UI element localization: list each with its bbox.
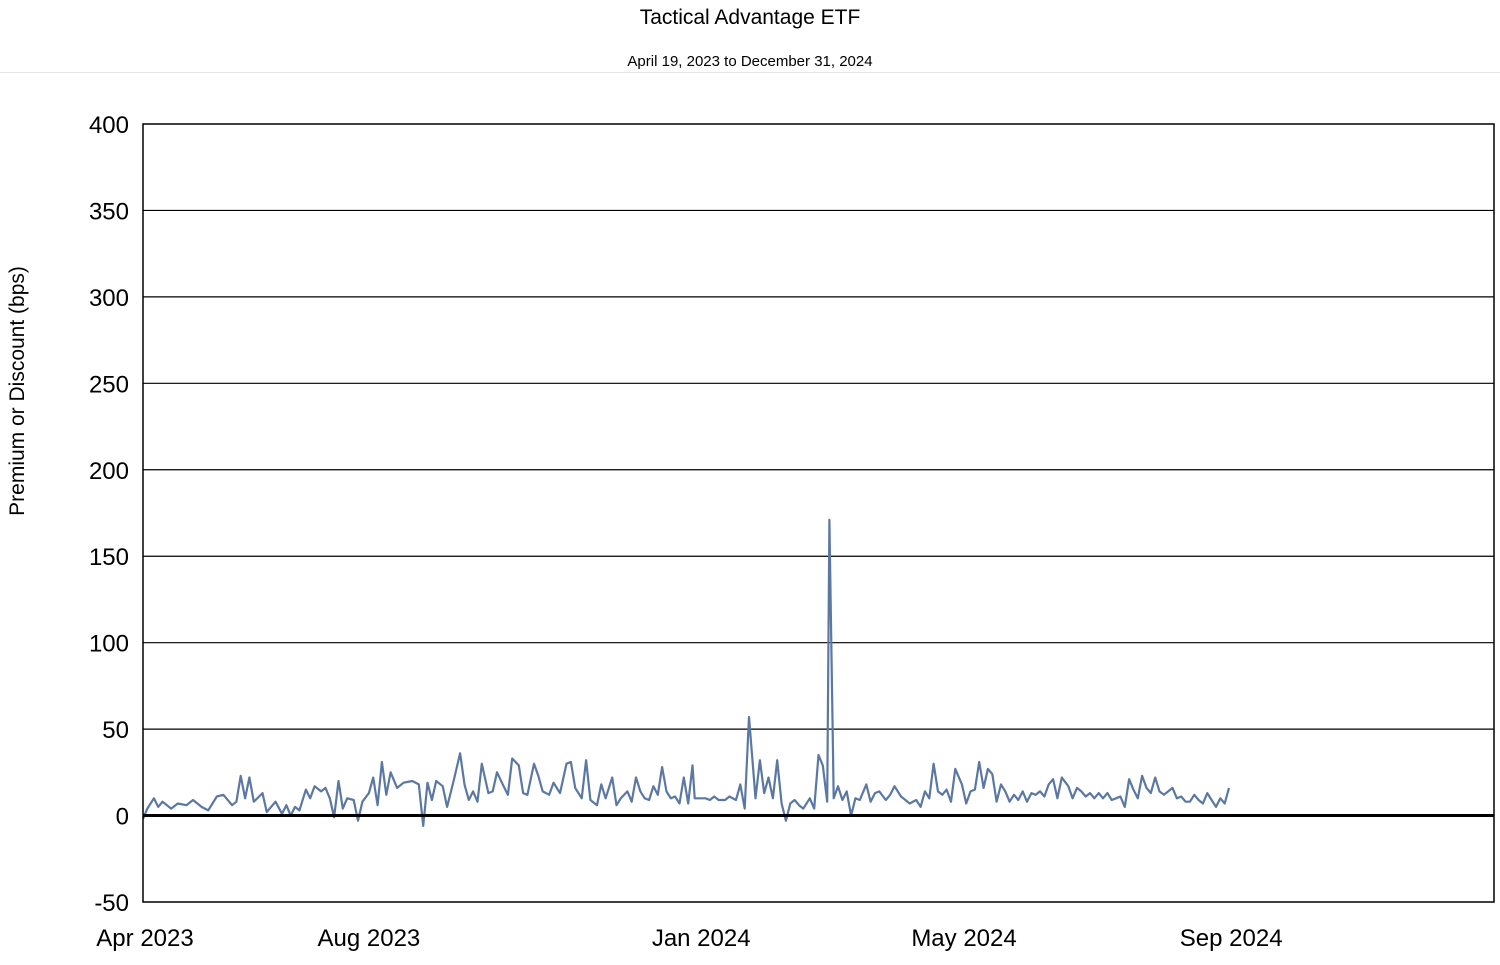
gridlines xyxy=(143,209,1494,730)
x-tick-label: Apr 2023 xyxy=(96,925,193,952)
y-axis-label: Premium or Discount (bps) xyxy=(6,266,29,516)
plot-area-frame xyxy=(142,123,1495,903)
x-axis-ticks: Apr 2023 Aug 2023 Jan 2024 May 2024 Sep 2024 xyxy=(96,925,1282,952)
header-divider xyxy=(0,72,1500,73)
series-line xyxy=(141,518,1231,827)
y-tick-label: 0 xyxy=(116,804,129,831)
y-tick-label: -50 xyxy=(94,890,129,917)
x-tick-label: Jan 2024 xyxy=(652,925,751,952)
y-tick-label: 300 xyxy=(89,285,129,312)
x-tick-label: Sep 2024 xyxy=(1180,925,1283,952)
y-tick-label: 250 xyxy=(89,371,129,398)
x-tick-label: Aug 2023 xyxy=(318,925,421,952)
chart-subtitle: April 19, 2023 to December 31, 2024 xyxy=(627,53,873,70)
chart-title: Tactical Advantage ETF xyxy=(639,6,861,29)
y-tick-label: 350 xyxy=(89,198,129,225)
y-tick-label: 50 xyxy=(102,717,129,744)
x-tick-label: May 2024 xyxy=(911,925,1016,952)
y-tick-label: 150 xyxy=(89,544,129,571)
y-tick-label: 100 xyxy=(89,631,129,658)
y-tick-label: 200 xyxy=(89,458,129,485)
y-tick-label: 400 xyxy=(89,112,129,139)
y-axis-ticks: -50 0 50 100 150 200 250 300 350 400 xyxy=(89,112,129,917)
